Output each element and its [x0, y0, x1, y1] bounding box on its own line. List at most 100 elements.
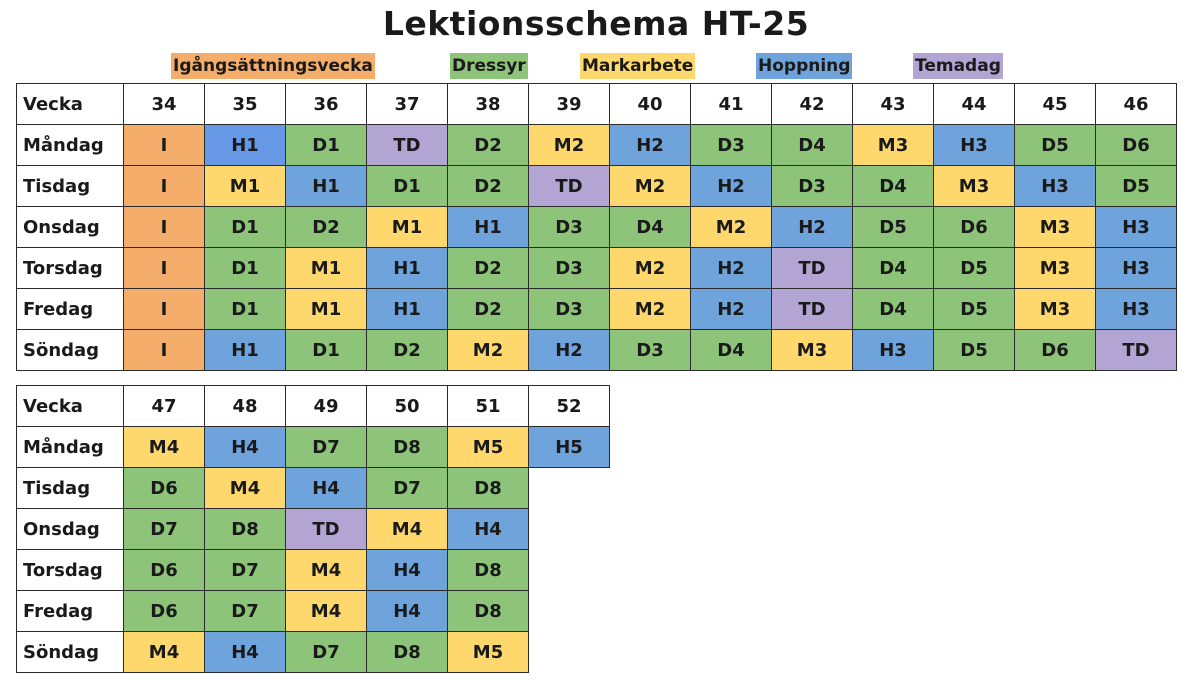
lesson-cell: H1 — [366, 288, 448, 330]
lesson-cell: D8 — [204, 508, 286, 550]
lesson-cell: M3 — [1014, 288, 1096, 330]
lesson-cell: M5 — [447, 631, 529, 673]
lesson-cell: D7 — [123, 508, 205, 550]
table-row: Fredag I D1 M1 H1 D2 D3 M2 H2 TD D4 D5 M3 H3 — [16, 288, 1177, 330]
legend-dressyr: Dressyr — [450, 53, 528, 79]
empty-cell — [529, 632, 610, 673]
lesson-cell: D7 — [204, 590, 286, 632]
table-row: Onsdag I D1 D2 M1 H1 D3 D4 M2 H2 D5 D6 M3 H3 — [16, 206, 1177, 248]
lesson-cell: M4 — [366, 508, 448, 550]
lesson-cell: M2 — [447, 329, 529, 371]
lesson-cell: D5 — [852, 206, 934, 248]
empty-cell — [529, 468, 610, 509]
lesson-cell: H1 — [366, 247, 448, 289]
lesson-cell: M1 — [285, 288, 367, 330]
lesson-cell: M2 — [690, 206, 772, 248]
lesson-cell: D7 — [285, 631, 367, 673]
lesson-cell: D5 — [933, 288, 1015, 330]
lesson-cell: D4 — [852, 165, 934, 207]
day-label: Måndag — [16, 426, 124, 468]
lesson-cell: H4 — [366, 549, 448, 591]
lesson-cell: D6 — [123, 467, 205, 509]
week-header-42: 42 — [771, 83, 853, 125]
legend-hoppning: Hoppning — [756, 53, 853, 79]
lesson-cell: M3 — [852, 124, 934, 166]
lesson-cell: I — [123, 206, 205, 248]
lesson-cell: I — [123, 329, 205, 371]
lesson-cell: D7 — [285, 426, 367, 468]
lesson-cell: D6 — [933, 206, 1015, 248]
lesson-cell: H1 — [204, 329, 286, 371]
lesson-cell: H1 — [447, 206, 529, 248]
week-header-40: 40 — [609, 83, 691, 125]
lesson-cell: D1 — [285, 329, 367, 371]
legend-markarbete: Markarbete — [580, 53, 696, 79]
lesson-cell: H3 — [933, 124, 1015, 166]
lesson-cell: M4 — [285, 549, 367, 591]
day-label: Torsdag — [16, 549, 124, 591]
lesson-cell: H3 — [1095, 247, 1177, 289]
lesson-cell: H4 — [447, 508, 529, 550]
day-label: Måndag — [16, 124, 124, 166]
day-label: Tisdag — [16, 165, 124, 207]
day-label: Fredag — [16, 288, 124, 330]
lesson-cell: D8 — [447, 467, 529, 509]
lesson-cell: H2 — [771, 206, 853, 248]
page-title: Lektionsschema HT-25 — [382, 4, 810, 43]
lesson-cell: D2 — [447, 288, 529, 330]
lesson-cell: M1 — [366, 206, 448, 248]
lesson-cell: H2 — [690, 288, 772, 330]
table-row: Måndag I H1 D1 TD D2 M2 H2 D3 D4 M3 H3 D5 D6 — [16, 124, 1177, 166]
lesson-cell: TD — [1095, 329, 1177, 371]
lesson-cell: D4 — [852, 288, 934, 330]
lesson-cell: D1 — [204, 247, 286, 289]
lesson-cell: D8 — [447, 549, 529, 591]
lesson-cell: H3 — [1095, 206, 1177, 248]
lesson-cell: D8 — [366, 631, 448, 673]
lesson-cell: D2 — [447, 247, 529, 289]
day-label: Tisdag — [16, 467, 124, 509]
table-row: Tisdag I M1 H1 D1 D2 TD M2 H2 D3 D4 M3 H3 D5 — [16, 165, 1177, 207]
empty-cell — [529, 550, 610, 591]
schedule-table-weeks-34-46: Vecka 34 35 36 37 38 39 40 41 42 43 44 45 46 Måndag I H1… — [16, 83, 1177, 371]
lesson-cell: D8 — [447, 590, 529, 632]
week-header-34: 34 — [123, 83, 205, 125]
lesson-cell: H3 — [1095, 288, 1177, 330]
lesson-cell: D6 — [1095, 124, 1177, 166]
week-header-35: 35 — [204, 83, 286, 125]
lesson-cell: M1 — [285, 247, 367, 289]
week-header-49: 49 — [285, 385, 367, 427]
week-header-41: 41 — [690, 83, 772, 125]
lesson-cell: D5 — [1014, 124, 1096, 166]
lesson-cell: I — [123, 165, 205, 207]
lesson-cell: M3 — [933, 165, 1015, 207]
week-header-46: 46 — [1095, 83, 1177, 125]
lesson-cell: D7 — [366, 467, 448, 509]
lesson-cell: D6 — [123, 590, 205, 632]
lesson-cell: TD — [285, 508, 367, 550]
lesson-cell: D3 — [528, 206, 610, 248]
lesson-cell: TD — [528, 165, 610, 207]
lesson-cell: I — [123, 247, 205, 289]
lesson-cell: M3 — [1014, 206, 1096, 248]
lesson-cell: H2 — [690, 165, 772, 207]
table-row: Torsdag I D1 M1 H1 D2 D3 M2 H2 TD D4 D5 M3 H3 — [16, 247, 1177, 289]
empty-cell — [529, 509, 610, 550]
table-row: Fredag D6 D7 M4 H4 D8 — [16, 590, 610, 632]
lesson-cell: M4 — [123, 631, 205, 673]
lesson-cell: TD — [366, 124, 448, 166]
lesson-cell: D8 — [366, 426, 448, 468]
lesson-cell: D3 — [771, 165, 853, 207]
header-label: Vecka — [16, 385, 124, 427]
lesson-cell: M2 — [609, 165, 691, 207]
lesson-cell: M3 — [771, 329, 853, 371]
lesson-cell: D4 — [771, 124, 853, 166]
empty-cell — [529, 591, 610, 632]
lesson-cell: H1 — [285, 165, 367, 207]
day-label: Söndag — [16, 329, 124, 371]
lesson-cell: M4 — [123, 426, 205, 468]
lesson-cell: H3 — [852, 329, 934, 371]
lesson-cell: D3 — [528, 247, 610, 289]
lesson-cell: D4 — [690, 329, 772, 371]
lesson-cell: D3 — [528, 288, 610, 330]
